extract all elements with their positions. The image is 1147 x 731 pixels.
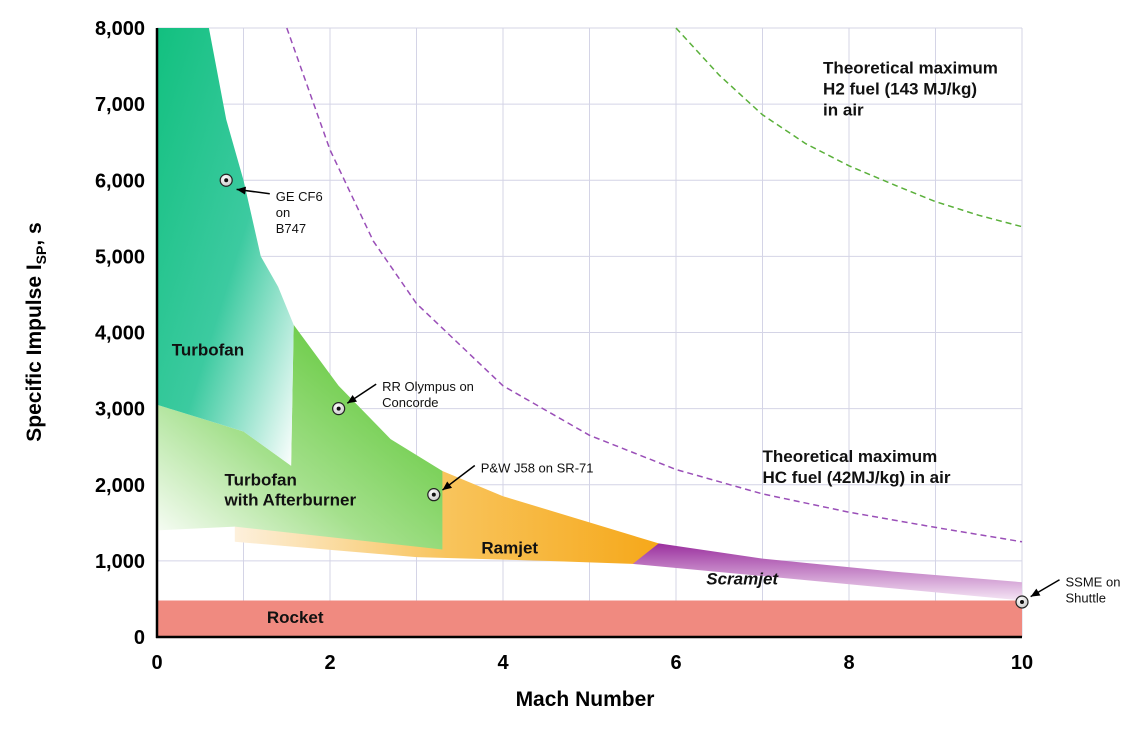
region-turbofan <box>157 28 294 466</box>
point-marker-dot <box>1020 599 1024 604</box>
callout-arrowhead <box>442 481 453 491</box>
x-tick-label: 2 <box>324 652 335 674</box>
x-tick-label: 8 <box>843 652 854 674</box>
curve-label-h2: Theoretical maximum H2 fuel (143 MJ/kg) in… <box>823 59 998 120</box>
point-marker-dot <box>336 406 341 411</box>
region-label-turbofan-with-afterburner: Turbofan with Afterburner <box>223 471 356 510</box>
x-tick-label: 0 <box>151 652 162 674</box>
point-label: RR Olympus on Concorde <box>382 379 474 410</box>
point-marker-dot <box>224 178 229 183</box>
x-axis-title: Mach Number <box>516 688 655 711</box>
curve-hc <box>286 27 1023 543</box>
point-label: GE CF6 on B747 <box>276 189 323 236</box>
tick-labels: 0 2 4 6 8 10 0 1,000 2,000 3,000 4,000 5,000 6,000 7,… <box>95 18 1033 674</box>
y-tick-label: 2,000 <box>95 475 145 497</box>
engine-point-ssme-on-shuttle: SSME on Shuttle <box>1015 575 1121 609</box>
region-labels: Rocket Ramjet Scramjet Turbofan with Afterbu… <box>172 59 998 627</box>
y-axis-title: Specific Impulse ISP, s <box>23 222 49 441</box>
y-axis-title-main: Specific Impulse I <box>23 264 46 441</box>
y-tick-label: 4,000 <box>95 323 145 345</box>
engine-point-p-w-j58-on-sr-71: P&W J58 on SR-71 <box>427 461 594 502</box>
x-tick-label: 4 <box>497 652 509 674</box>
region-label-rocket: Rocket <box>267 608 324 627</box>
engine-point-rr-olympus-on-concorde: RR Olympus on Concorde <box>332 379 474 416</box>
curve-h2 <box>675 27 1023 228</box>
y-tick-label: 6,000 <box>95 170 145 192</box>
theoretical-curves <box>286 27 1023 543</box>
point-label: SSME on Shuttle <box>1066 575 1121 606</box>
callout-arrowhead <box>347 394 358 404</box>
point-marker-dot <box>431 492 436 497</box>
region-label-ramjet: Ramjet <box>481 538 538 557</box>
region-ramjet <box>234 471 659 565</box>
curve-label-hc: Theoretical maximum HC fuel (42MJ/kg) in … <box>763 447 951 487</box>
callout-arrowhead <box>1030 588 1041 597</box>
y-tick-label: 3,000 <box>95 399 145 421</box>
axes <box>155 28 1022 639</box>
y-tick-label: 1,000 <box>95 551 145 573</box>
region-label-scramjet: Scramjet <box>706 569 779 588</box>
region-scramjet <box>632 543 1022 601</box>
y-tick-label: 0 <box>134 627 145 649</box>
engine-regions <box>157 28 1022 637</box>
x-tick-label: 10 <box>1011 652 1033 674</box>
region-turbofan-with-afterburner <box>157 324 443 550</box>
engine-points: GE CF6 on B747 RR Olympus on Concorde P&W J58… <box>219 173 1121 609</box>
region-rocket <box>157 600 1022 637</box>
y-tick-label: 5,000 <box>95 246 145 268</box>
x-tick-label: 6 <box>670 652 681 674</box>
callout-arrowhead <box>236 186 247 195</box>
y-axis-title-sub: SP <box>33 246 49 265</box>
region-label-turbofan: Turbofan <box>172 340 244 359</box>
engine-point-ge-cf6-on-b747: GE CF6 on B747 <box>219 173 323 236</box>
y-tick-label: 7,000 <box>95 94 145 116</box>
y-axis-title-unit: , s <box>23 222 46 245</box>
y-tick-label: 8,000 <box>95 18 145 40</box>
point-label: P&W J58 on SR-71 <box>481 461 594 476</box>
